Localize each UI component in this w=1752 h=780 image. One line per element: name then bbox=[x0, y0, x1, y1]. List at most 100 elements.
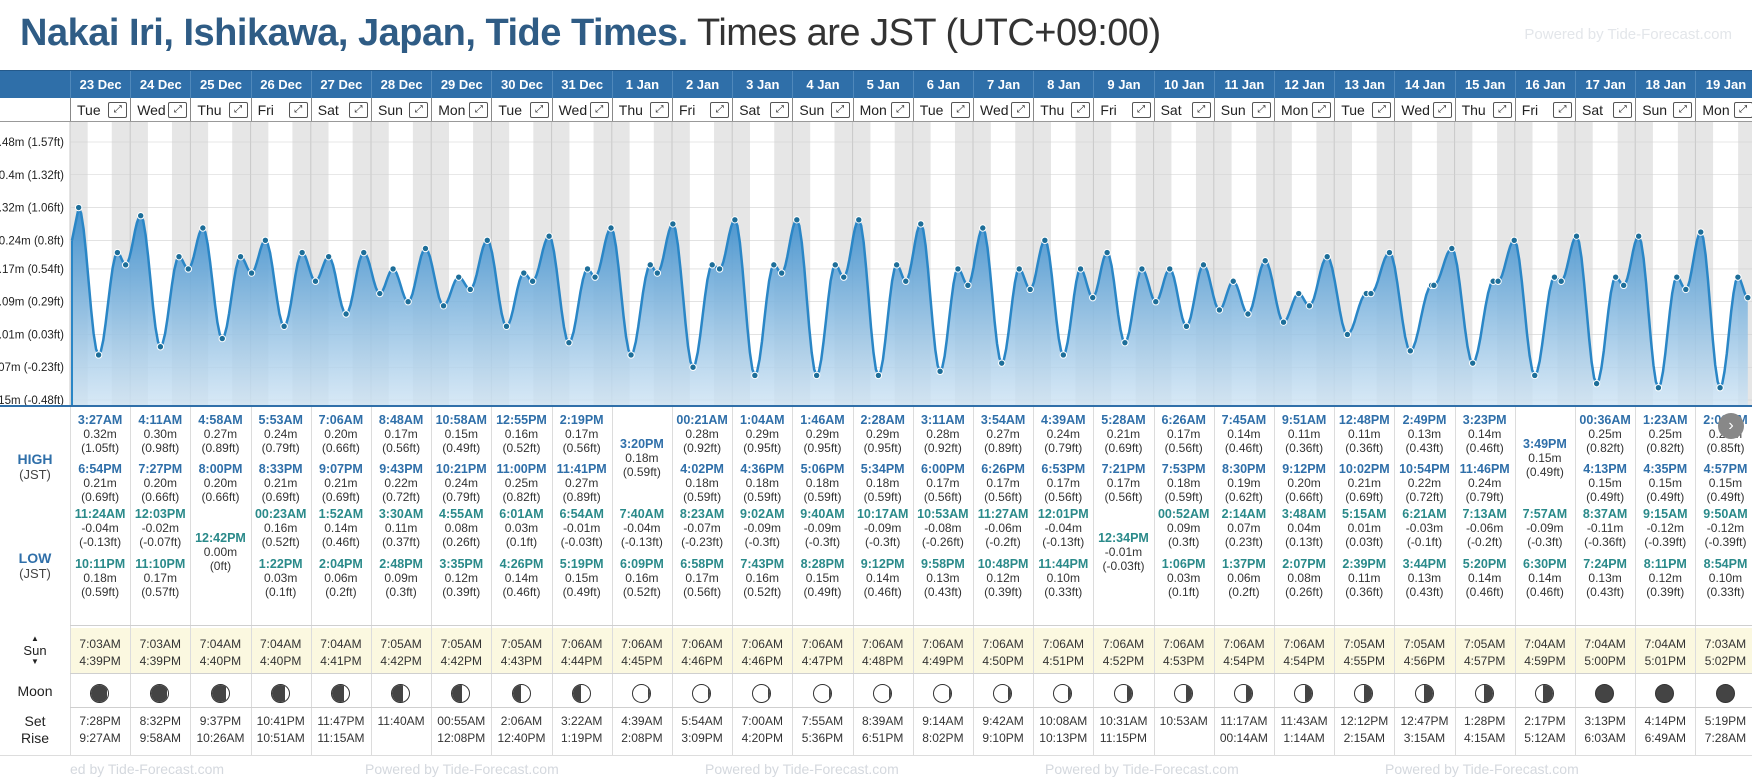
tide-extreme-point[interactable] bbox=[669, 220, 677, 228]
tide-extreme-point[interactable] bbox=[1557, 277, 1565, 285]
tide-extreme-point[interactable] bbox=[1744, 293, 1752, 302]
tide-extreme-point[interactable] bbox=[715, 265, 724, 273]
expand-day-icon[interactable]: ⤢ bbox=[529, 102, 549, 118]
tide-extreme-point[interactable] bbox=[777, 269, 786, 277]
expand-day-icon[interactable]: ⤢ bbox=[228, 102, 248, 118]
expand-day-icon[interactable]: ⤢ bbox=[348, 102, 368, 118]
tide-extreme-point[interactable] bbox=[1138, 265, 1146, 273]
tide-extreme-point[interactable] bbox=[731, 216, 739, 224]
expand-day-icon[interactable]: ⤢ bbox=[649, 102, 669, 118]
tide-extreme-point[interactable] bbox=[175, 252, 183, 261]
tide-extreme-point[interactable] bbox=[1469, 359, 1477, 367]
tide-extreme-point[interactable] bbox=[751, 371, 759, 380]
tide-extreme-point[interactable] bbox=[280, 322, 288, 330]
tide-extreme-point[interactable] bbox=[121, 261, 130, 269]
tide-extreme-point[interactable] bbox=[389, 265, 397, 273]
tide-extreme-point[interactable] bbox=[1716, 384, 1724, 392]
tide-extreme-point[interactable] bbox=[199, 224, 207, 232]
tide-extreme-point[interactable] bbox=[218, 334, 226, 343]
tide-extreme-point[interactable] bbox=[1041, 236, 1049, 244]
expand-day-icon[interactable]: ⤢ bbox=[168, 102, 188, 118]
expand-day-icon[interactable]: ⤢ bbox=[1613, 102, 1633, 118]
expand-day-icon[interactable]: ⤢ bbox=[830, 102, 850, 118]
expand-day-icon[interactable]: ⤢ bbox=[1131, 102, 1151, 118]
tide-extreme-point[interactable] bbox=[1654, 384, 1663, 392]
tide-extreme-point[interactable] bbox=[1592, 379, 1601, 388]
tide-extreme-point[interactable] bbox=[1430, 281, 1438, 290]
tide-extreme-point[interactable] bbox=[1152, 298, 1160, 306]
tide-extreme-point[interactable] bbox=[236, 252, 245, 261]
tide-extreme-point[interactable] bbox=[113, 248, 122, 257]
tide-extreme-point[interactable] bbox=[954, 265, 962, 273]
expand-day-icon[interactable]: ⤢ bbox=[409, 102, 429, 118]
scroll-right-button[interactable]: › bbox=[1718, 413, 1744, 439]
tide-extreme-point[interactable] bbox=[1494, 277, 1502, 285]
tide-extreme-point[interactable] bbox=[421, 244, 430, 253]
tide-extreme-point[interactable] bbox=[466, 285, 474, 294]
tide-extreme-point[interactable] bbox=[74, 203, 83, 212]
expand-day-icon[interactable]: ⤢ bbox=[890, 102, 910, 118]
expand-day-icon[interactable]: ⤢ bbox=[1251, 102, 1271, 118]
tide-extreme-point[interactable] bbox=[261, 236, 270, 244]
tide-extreme-point[interactable] bbox=[1611, 273, 1620, 281]
tide-extreme-point[interactable] bbox=[1572, 232, 1581, 240]
tide-extreme-point[interactable] bbox=[94, 351, 103, 359]
tide-extreme-point[interactable] bbox=[439, 302, 448, 310]
tide-extreme-point[interactable] bbox=[708, 261, 716, 269]
tide-extreme-point[interactable] bbox=[979, 224, 987, 232]
tide-extreme-point[interactable] bbox=[376, 289, 384, 298]
tide-extreme-point[interactable] bbox=[1215, 306, 1224, 314]
tide-extreme-point[interactable] bbox=[483, 236, 491, 244]
expand-day-icon[interactable]: ⤢ bbox=[589, 102, 609, 118]
tide-extreme-point[interactable] bbox=[247, 269, 256, 277]
tide-extreme-point[interactable] bbox=[455, 273, 463, 281]
tide-extreme-point[interactable] bbox=[1682, 285, 1690, 294]
expand-day-icon[interactable]: ⤢ bbox=[1733, 102, 1752, 118]
tide-extreme-point[interactable] bbox=[1619, 281, 1628, 290]
expand-day-icon[interactable]: ⤢ bbox=[1372, 102, 1392, 118]
tide-extreme-point[interactable] bbox=[1199, 261, 1208, 269]
expand-day-icon[interactable]: ⤢ bbox=[1432, 102, 1452, 118]
tide-extreme-point[interactable] bbox=[1261, 257, 1269, 265]
expand-day-icon[interactable]: ⤢ bbox=[1191, 102, 1211, 118]
expand-day-icon[interactable]: ⤢ bbox=[1552, 102, 1572, 118]
expand-day-icon[interactable]: ⤢ bbox=[1673, 102, 1693, 118]
tide-extreme-point[interactable] bbox=[1510, 236, 1518, 244]
tide-extreme-point[interactable] bbox=[1323, 252, 1331, 261]
tide-extreme-point[interactable] bbox=[812, 371, 821, 380]
tide-extreme-point[interactable] bbox=[793, 216, 801, 224]
tide-extreme-point[interactable] bbox=[1182, 322, 1191, 330]
tide-extreme-point[interactable] bbox=[591, 273, 599, 281]
tide-extreme-point[interactable] bbox=[1103, 248, 1111, 257]
expand-day-icon[interactable]: ⤢ bbox=[1312, 102, 1332, 118]
expand-day-icon[interactable]: ⤢ bbox=[770, 102, 790, 118]
tide-extreme-point[interactable] bbox=[998, 359, 1006, 367]
expand-day-icon[interactable]: ⤢ bbox=[1011, 102, 1031, 118]
tide-extreme-point[interactable] bbox=[1343, 330, 1352, 339]
tide-extreme-point[interactable] bbox=[607, 224, 615, 232]
tide-extreme-point[interactable] bbox=[902, 277, 910, 285]
tide-extreme-point[interactable] bbox=[1015, 265, 1023, 273]
tide-extreme-point[interactable] bbox=[1059, 351, 1068, 359]
expand-day-icon[interactable]: ⤢ bbox=[1492, 102, 1512, 118]
expand-day-icon[interactable]: ⤢ bbox=[1071, 102, 1091, 118]
tide-extreme-point[interactable] bbox=[892, 261, 901, 269]
tide-extreme-point[interactable] bbox=[1244, 310, 1252, 318]
tide-extreme-point[interactable] bbox=[1229, 277, 1237, 285]
tide-extreme-point[interactable] bbox=[1279, 318, 1288, 326]
tide-extreme-point[interactable] bbox=[1305, 302, 1314, 310]
tide-extreme-point[interactable] bbox=[1406, 347, 1415, 355]
expand-day-icon[interactable]: ⤢ bbox=[288, 102, 308, 118]
tide-extreme-point[interactable] bbox=[1121, 338, 1129, 347]
tide-extreme-point[interactable] bbox=[627, 351, 635, 359]
tide-extreme-point[interactable] bbox=[646, 261, 654, 269]
tide-extreme-point[interactable] bbox=[1367, 289, 1375, 298]
tide-extreme-point[interactable] bbox=[770, 261, 778, 269]
expand-day-icon[interactable]: ⤢ bbox=[108, 102, 128, 118]
tide-extreme-point[interactable] bbox=[831, 261, 839, 269]
tide-extreme-point[interactable] bbox=[360, 248, 368, 257]
tide-extreme-point[interactable] bbox=[583, 265, 592, 273]
expand-day-icon[interactable]: ⤢ bbox=[950, 102, 970, 118]
tide-extreme-point[interactable] bbox=[565, 338, 573, 347]
tide-extreme-point[interactable] bbox=[1634, 232, 1643, 240]
